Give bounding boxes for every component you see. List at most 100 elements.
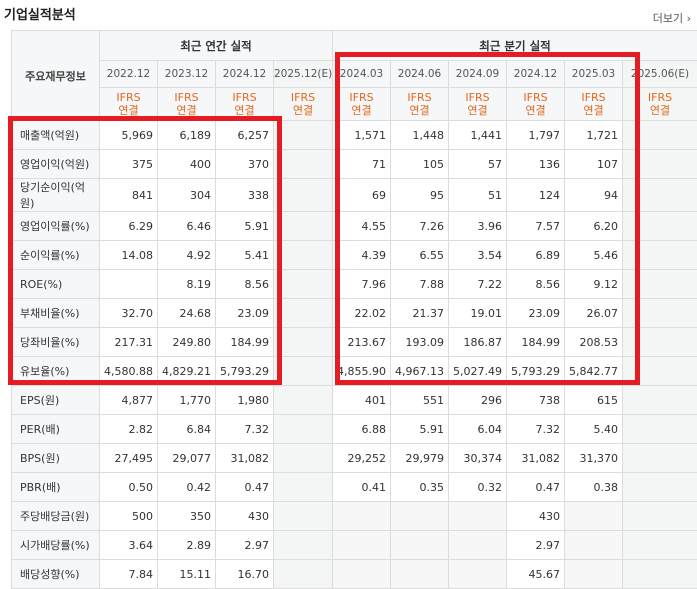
table-cell: 51 bbox=[449, 179, 507, 212]
table-cell: 249.80 bbox=[158, 328, 216, 357]
table-cell: 296 bbox=[449, 386, 507, 415]
table-cell: 1,571 bbox=[333, 121, 391, 150]
table-cell: 1,441 bbox=[449, 121, 507, 150]
table-cell: 9.12 bbox=[565, 270, 623, 299]
table-cell: 31,082 bbox=[216, 444, 274, 473]
row-label: 부채비율(%) bbox=[12, 299, 100, 328]
table-cell: 213.67 bbox=[333, 328, 391, 357]
table-cell bbox=[449, 502, 507, 531]
row-label: ROE(%) bbox=[12, 270, 100, 299]
table-cell bbox=[565, 502, 623, 531]
table-cell bbox=[100, 270, 158, 299]
table-cell bbox=[623, 212, 697, 241]
table-cell: 5,027.49 bbox=[449, 357, 507, 386]
table-cell: 107 bbox=[565, 150, 623, 179]
table-cell: 4,877 bbox=[100, 386, 158, 415]
table-cell: 217.31 bbox=[100, 328, 158, 357]
ifrs-top: IFRS bbox=[174, 91, 198, 104]
table-cell bbox=[274, 121, 333, 150]
table-cell: 14.08 bbox=[100, 241, 158, 270]
table-cell: 105 bbox=[391, 150, 449, 179]
table-cell: 26.07 bbox=[565, 299, 623, 328]
table-cell bbox=[623, 357, 697, 386]
table-cell bbox=[274, 357, 333, 386]
table-cell bbox=[623, 270, 697, 299]
table-cell: 370 bbox=[216, 150, 274, 179]
table-cell: 8.56 bbox=[216, 270, 274, 299]
table-cell: 6.84 bbox=[158, 415, 216, 444]
table-cell bbox=[274, 179, 333, 212]
table-cell bbox=[449, 531, 507, 560]
table-cell: 29,252 bbox=[333, 444, 391, 473]
row-label: BPS(원) bbox=[12, 444, 100, 473]
table-cell: 5.41 bbox=[216, 241, 274, 270]
table-cell: 7.84 bbox=[100, 560, 158, 589]
table-cell: 186.87 bbox=[449, 328, 507, 357]
table-cell bbox=[274, 502, 333, 531]
table-cell: 184.99 bbox=[507, 328, 565, 357]
table-cell: 2.97 bbox=[216, 531, 274, 560]
table-cell: 29,077 bbox=[158, 444, 216, 473]
table-cell: 5,793.29 bbox=[216, 357, 274, 386]
table-cell bbox=[623, 299, 697, 328]
table-cell: 71 bbox=[333, 150, 391, 179]
period-header: 2025.12(E) bbox=[274, 61, 333, 88]
table-cell bbox=[391, 531, 449, 560]
table-cell: 3.54 bbox=[449, 241, 507, 270]
row-label: 유보율(%) bbox=[12, 357, 100, 386]
table-cell bbox=[333, 502, 391, 531]
ifrs-top: IFRS bbox=[291, 91, 315, 104]
table-cell: 6.88 bbox=[333, 415, 391, 444]
table-cell: 4,829.21 bbox=[158, 357, 216, 386]
ifrs-bottom: 연결 bbox=[583, 104, 603, 117]
table-cell: 29,979 bbox=[391, 444, 449, 473]
row-label: 순이익률(%) bbox=[12, 241, 100, 270]
ifrs-top: IFRS bbox=[349, 91, 373, 104]
row-label: 영업이익률(%) bbox=[12, 212, 100, 241]
ifrs-bottom: 연결 bbox=[234, 104, 254, 117]
table-cell: 5,793.29 bbox=[507, 357, 565, 386]
table-cell: 193.09 bbox=[391, 328, 449, 357]
table-cell: 375 bbox=[100, 150, 158, 179]
table-cell bbox=[623, 444, 697, 473]
table-cell: 5.40 bbox=[565, 415, 623, 444]
table-cell bbox=[274, 386, 333, 415]
table-cell bbox=[274, 328, 333, 357]
table-cell: 0.50 bbox=[100, 473, 158, 502]
table-cell: 0.35 bbox=[391, 473, 449, 502]
period-header: 2024.03 bbox=[333, 61, 391, 88]
table-cell: 4,855.90 bbox=[333, 357, 391, 386]
table-cell: 69 bbox=[333, 179, 391, 212]
table-cell: 1,448 bbox=[391, 121, 449, 150]
table-cell bbox=[274, 415, 333, 444]
table-cell: 1,721 bbox=[565, 121, 623, 150]
table-cell bbox=[565, 560, 623, 589]
table-cell: 4.55 bbox=[333, 212, 391, 241]
table-cell: 2.97 bbox=[507, 531, 565, 560]
table-cell: 0.47 bbox=[507, 473, 565, 502]
period-header: 2022.12 bbox=[100, 61, 158, 88]
table-cell: 23.09 bbox=[507, 299, 565, 328]
table-cell: 0.47 bbox=[216, 473, 274, 502]
table-cell bbox=[274, 473, 333, 502]
table-cell: 7.88 bbox=[391, 270, 449, 299]
ifrs-bottom: 연결 bbox=[118, 104, 138, 117]
ifrs-top: IFRS bbox=[232, 91, 256, 104]
table-cell: 23.09 bbox=[216, 299, 274, 328]
more-link[interactable]: 더보기 › bbox=[653, 10, 691, 26]
table-cell: 4,967.13 bbox=[391, 357, 449, 386]
